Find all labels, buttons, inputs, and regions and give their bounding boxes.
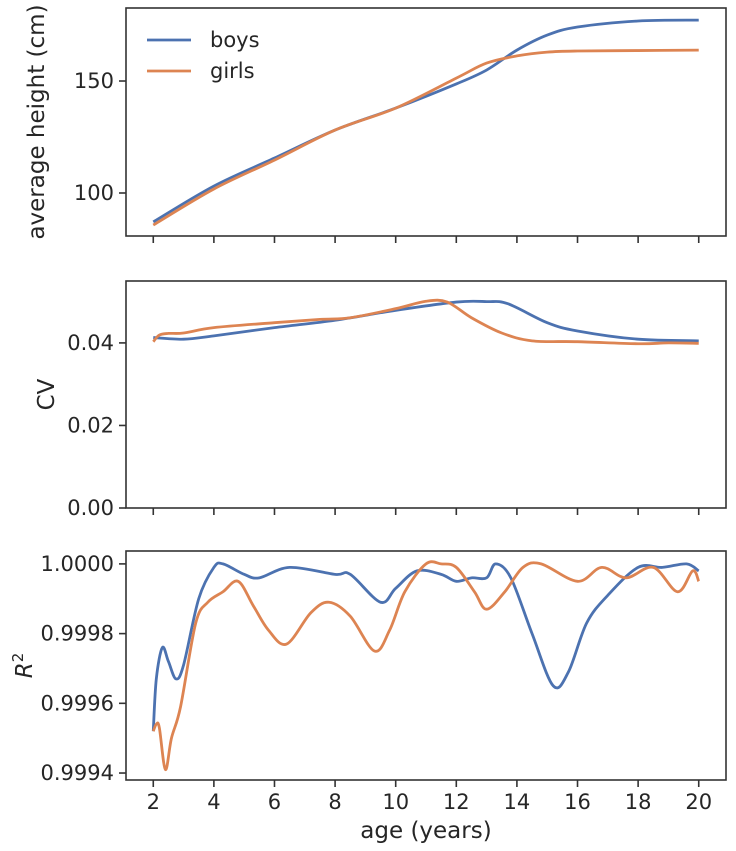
x-tick-label: 16: [564, 790, 591, 814]
panel-1: 100 150 average height (cm) boys girls: [24, 4, 727, 243]
y-tick-label: 1.0000: [41, 552, 114, 576]
y-tick-label: 100: [74, 181, 114, 205]
y-axis-label: R2: [9, 653, 38, 679]
y-tick-label: 0.00: [67, 496, 114, 520]
legend-label-boys: boys: [210, 28, 260, 52]
y-tick-label: 0.02: [67, 413, 114, 437]
y-tick-label: 0.9994: [41, 761, 114, 785]
x-tick-label: 10: [382, 790, 409, 814]
y-axis-label: CV: [34, 378, 60, 410]
panel-3: 2 4 6 8 10 12 14 16 18 20 0.9994 0.9996 0.9998 1.0000…: [9, 550, 727, 844]
panel-2: 0.00 0.02 0.04 CV: [34, 280, 727, 520]
x-tick-label: 20: [685, 790, 712, 814]
y-axis-label-superscript: 2: [9, 653, 27, 663]
x-tick-label: 6: [268, 790, 281, 814]
series-line-girls: [151, 560, 701, 771]
series-line-boys: [151, 561, 700, 732]
x-tick-label: 14: [504, 790, 531, 814]
legend-label-girls: girls: [210, 59, 255, 83]
y-tick-label: 0.04: [67, 331, 114, 355]
x-tick-label: 8: [328, 790, 341, 814]
axes-frame: [125, 550, 727, 781]
y-axis-label-base: R: [12, 662, 38, 678]
y-tick-label: 150: [74, 69, 114, 93]
series-line-boys: [152, 18, 699, 224]
y-axis-label: average height (cm): [24, 4, 50, 239]
x-axis-label: age (years): [360, 818, 491, 844]
x-tick-label: 4: [207, 790, 220, 814]
x-tick-label: 18: [625, 790, 652, 814]
series-line-boys: [153, 299, 699, 343]
axes-frame: [125, 7, 727, 237]
axes-frame: [125, 280, 727, 509]
x-tick-label: 2: [147, 790, 160, 814]
y-tick-label: 0.9996: [41, 691, 114, 715]
y-tick-label: 0.9998: [41, 622, 114, 646]
series-line-girls: [152, 48, 699, 227]
x-tick-label: 12: [443, 790, 470, 814]
series-line-girls: [152, 298, 699, 346]
